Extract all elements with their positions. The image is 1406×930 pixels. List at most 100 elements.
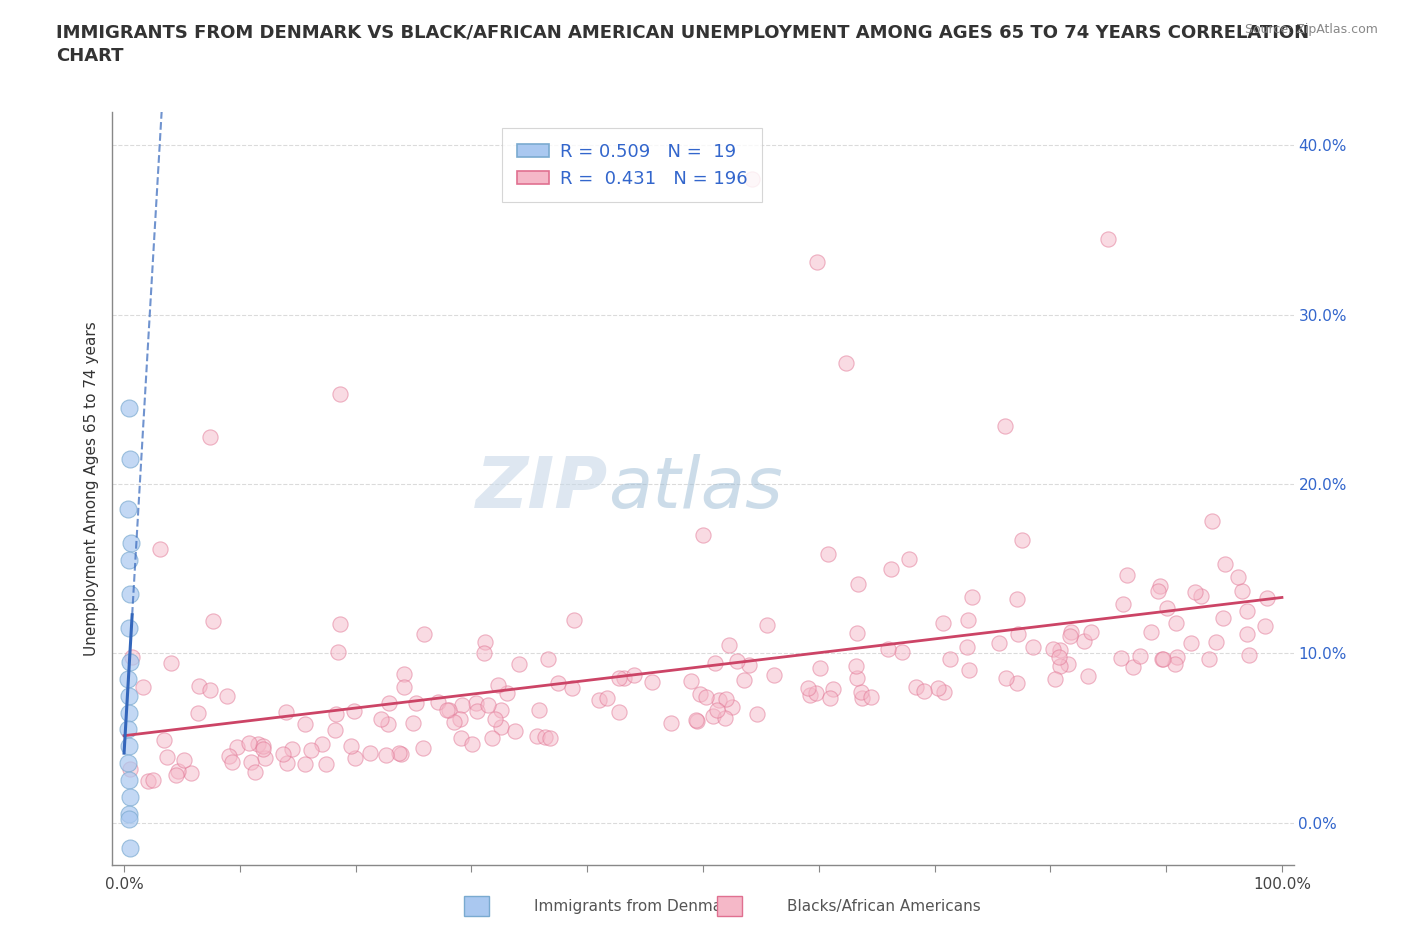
Point xyxy=(188,678,211,693)
Point xyxy=(607,705,630,720)
Point xyxy=(1149,579,1171,594)
Point xyxy=(1129,648,1152,663)
Point xyxy=(329,387,352,402)
Point xyxy=(534,730,557,745)
Point xyxy=(1057,657,1080,671)
Point xyxy=(877,642,900,657)
Point xyxy=(526,728,548,743)
Point xyxy=(412,627,434,642)
Point xyxy=(1122,659,1144,674)
Point xyxy=(1060,625,1083,640)
Point xyxy=(465,696,488,711)
Point xyxy=(215,689,238,704)
Text: Source: ZipAtlas.com: Source: ZipAtlas.com xyxy=(1244,23,1378,36)
Point xyxy=(846,671,869,686)
Point xyxy=(299,743,322,758)
Point xyxy=(325,707,347,722)
Point xyxy=(987,636,1010,651)
Point xyxy=(173,752,195,767)
Point xyxy=(121,649,143,664)
Point xyxy=(912,684,935,698)
Point xyxy=(716,691,738,706)
Point xyxy=(503,724,526,738)
Point xyxy=(120,536,142,551)
Point xyxy=(329,617,352,631)
Point xyxy=(449,711,471,726)
Point xyxy=(1205,635,1227,650)
Point xyxy=(1097,232,1119,246)
Text: atlas: atlas xyxy=(609,454,783,523)
Point xyxy=(180,766,202,781)
Point xyxy=(1230,583,1253,598)
Point xyxy=(450,730,472,745)
Point xyxy=(562,612,585,627)
Point xyxy=(118,812,141,827)
Point xyxy=(477,698,499,712)
Point xyxy=(806,254,828,269)
Point xyxy=(1180,636,1202,651)
Point xyxy=(508,657,530,671)
Point xyxy=(1073,633,1095,648)
Point xyxy=(294,717,316,732)
Point xyxy=(1201,513,1223,528)
Point xyxy=(118,401,141,416)
Point xyxy=(271,747,294,762)
Point xyxy=(238,736,260,751)
Point xyxy=(846,626,869,641)
Point xyxy=(1236,604,1258,618)
Point xyxy=(472,645,495,660)
Point xyxy=(1189,589,1212,604)
Point xyxy=(344,751,367,765)
Point xyxy=(1146,584,1168,599)
Point xyxy=(118,790,141,804)
Point xyxy=(607,671,630,685)
Point xyxy=(323,723,346,737)
Point xyxy=(166,764,188,778)
Point xyxy=(1007,626,1029,641)
Point xyxy=(846,577,869,591)
Point xyxy=(994,671,1017,685)
Point xyxy=(880,562,903,577)
Point xyxy=(394,666,416,681)
Point xyxy=(1236,626,1258,641)
Point xyxy=(160,656,183,671)
Point xyxy=(198,430,221,445)
Point xyxy=(153,733,176,748)
Point xyxy=(1164,657,1187,671)
Point xyxy=(117,502,139,517)
Point xyxy=(957,662,980,677)
Point xyxy=(994,418,1017,433)
Point xyxy=(685,712,707,727)
Point xyxy=(1227,569,1250,584)
Point xyxy=(686,713,709,728)
Point xyxy=(412,741,434,756)
Point xyxy=(294,756,316,771)
Point xyxy=(402,715,425,730)
Point xyxy=(957,612,980,627)
Point xyxy=(806,685,828,700)
Point xyxy=(226,739,249,754)
Point xyxy=(392,680,415,695)
Point xyxy=(596,691,619,706)
Point xyxy=(755,618,778,632)
Point xyxy=(117,722,139,737)
Point xyxy=(165,767,187,782)
Point xyxy=(588,693,610,708)
Point xyxy=(375,748,398,763)
Point xyxy=(245,764,267,779)
Point xyxy=(1184,585,1206,600)
Point xyxy=(427,694,450,709)
Point xyxy=(725,654,748,669)
Point xyxy=(1049,658,1071,673)
Point xyxy=(537,652,560,667)
Point xyxy=(1212,611,1234,626)
Point xyxy=(817,546,839,561)
Point xyxy=(1059,629,1081,644)
Point xyxy=(436,703,458,718)
Point xyxy=(118,451,141,466)
Point xyxy=(252,738,274,753)
Point xyxy=(443,714,465,729)
Point xyxy=(1164,616,1187,631)
Point xyxy=(281,742,304,757)
Point xyxy=(733,672,755,687)
